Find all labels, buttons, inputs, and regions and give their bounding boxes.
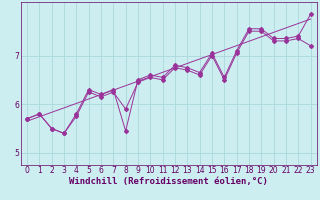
X-axis label: Windchill (Refroidissement éolien,°C): Windchill (Refroidissement éolien,°C) (69, 177, 268, 186)
